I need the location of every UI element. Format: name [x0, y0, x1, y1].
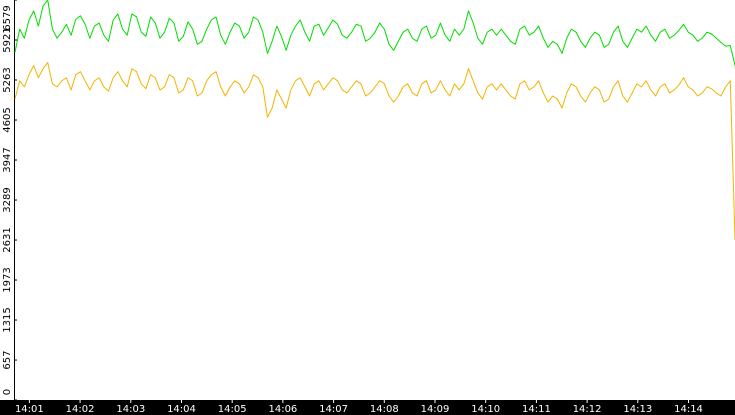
x-tick-label: 14:11	[522, 404, 551, 415]
y-tick-label: 2631	[2, 227, 13, 252]
y-tick-label: 1973	[2, 267, 13, 292]
x-tick-label: 14:07	[319, 404, 348, 415]
x-tick-label: 14:06	[268, 404, 297, 415]
x-tick-label: 14:09	[421, 404, 450, 415]
x-tick-label: 14:05	[218, 404, 247, 415]
x-tick-label: 14:12	[573, 404, 602, 415]
y-tick-label: 657	[2, 351, 13, 370]
series-line-1	[14, 0, 735, 66]
x-tick-label: 14:10	[471, 404, 500, 415]
series-line-2	[14, 62, 735, 241]
x-tick-label: 14:13	[623, 404, 652, 415]
y-tick-label: 5263	[2, 67, 13, 92]
y-tick-label: 1315	[2, 307, 13, 332]
x-axis-bar	[0, 400, 735, 415]
x-tick-label: 14:02	[66, 404, 95, 415]
x-axis-ticks: 14:01 14:02 14:03 14:04 14:05 14:06 14:07 14:08…	[15, 400, 703, 415]
y-tick-label: 3947	[2, 147, 13, 172]
x-tick-label: 14:01	[15, 404, 44, 415]
x-tick-label: 14:08	[370, 404, 399, 415]
y-tick-label: 0	[2, 389, 13, 395]
y-tick-label: 6579	[2, 5, 13, 30]
x-tick-label: 14:04	[167, 404, 196, 415]
x-tick-label: 14:03	[116, 404, 145, 415]
x-tick-label: 14:14	[674, 404, 703, 415]
y-tick-label: 5921	[2, 27, 13, 52]
series-layer	[14, 0, 735, 241]
y-tick-label: 3289	[2, 187, 13, 212]
y-tick-label: 4605	[2, 107, 13, 132]
